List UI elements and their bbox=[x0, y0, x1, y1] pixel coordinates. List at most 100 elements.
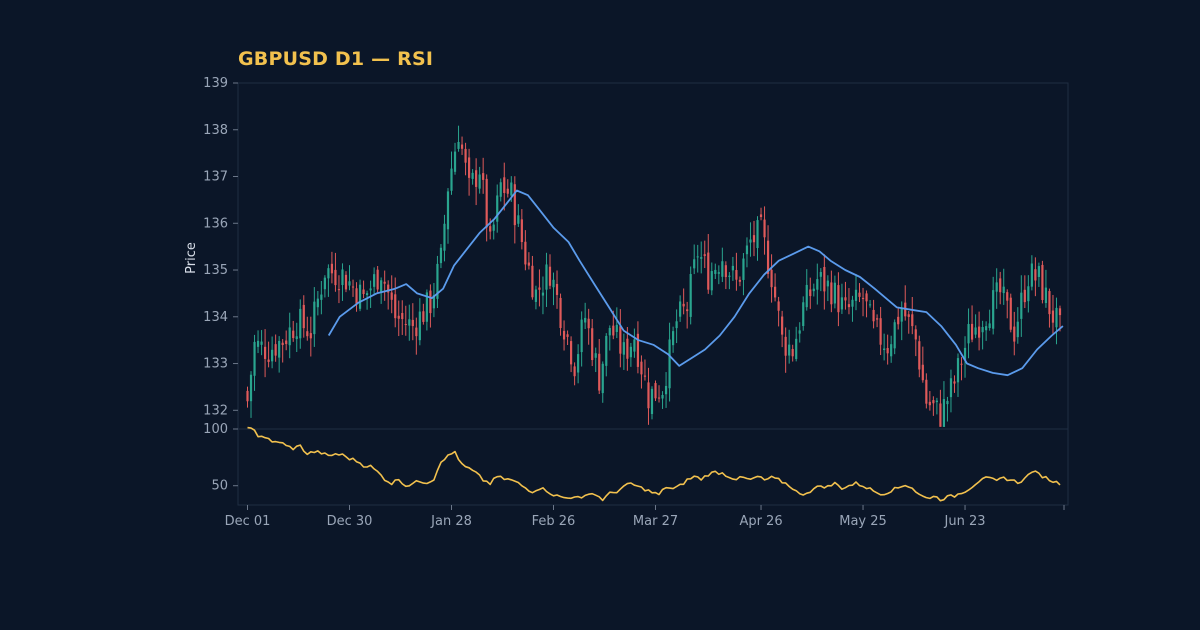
candle-down bbox=[281, 342, 284, 346]
candle-down bbox=[830, 282, 833, 305]
candle-up bbox=[812, 288, 815, 292]
candle-down bbox=[531, 265, 534, 298]
candle-up bbox=[249, 374, 253, 402]
candle-down bbox=[781, 316, 784, 335]
candle-up bbox=[675, 321, 678, 329]
candle-down bbox=[1041, 264, 1044, 301]
candle-down bbox=[914, 329, 917, 340]
candle-down bbox=[791, 349, 794, 357]
candle-down bbox=[562, 330, 566, 340]
candle-up bbox=[802, 302, 805, 327]
candle-down bbox=[879, 318, 882, 345]
candle-up bbox=[577, 354, 580, 373]
candle-up bbox=[545, 264, 548, 290]
candle-down bbox=[1013, 326, 1016, 342]
candle-up bbox=[1002, 286, 1005, 294]
candle-up bbox=[851, 299, 854, 307]
candle-up bbox=[689, 274, 692, 317]
candle-down bbox=[306, 331, 309, 337]
candle-up bbox=[320, 294, 323, 300]
candle-up bbox=[981, 326, 984, 333]
candle-down bbox=[587, 318, 590, 329]
candle-down bbox=[485, 178, 488, 228]
candle-up bbox=[380, 280, 383, 292]
candle-up bbox=[541, 292, 545, 296]
candle-down bbox=[387, 284, 390, 293]
candle-up bbox=[450, 168, 453, 191]
candle-down bbox=[506, 188, 509, 194]
price-y-tick-label: 136 bbox=[203, 216, 228, 231]
candle-up bbox=[299, 308, 302, 339]
rsi-panel: 50 100 bbox=[203, 422, 1069, 506]
candle-up bbox=[418, 311, 421, 341]
candle-down bbox=[686, 309, 689, 312]
candle-down bbox=[626, 338, 629, 359]
candle-up bbox=[629, 346, 632, 358]
candle-down bbox=[657, 397, 661, 399]
candle-up bbox=[661, 394, 664, 399]
candle-down bbox=[636, 333, 640, 367]
candle-down bbox=[643, 375, 647, 377]
candle-down bbox=[647, 382, 650, 409]
candle-down bbox=[921, 364, 924, 381]
candle-up bbox=[295, 336, 298, 340]
rsi-y-tick-label: 100 bbox=[203, 422, 228, 437]
candle-up bbox=[967, 324, 970, 344]
candle-down bbox=[918, 341, 921, 370]
candle-down bbox=[1023, 289, 1026, 303]
candle-up bbox=[453, 151, 457, 172]
candle-down bbox=[482, 173, 485, 180]
x-tick-label: Jun 23 bbox=[944, 514, 986, 529]
candle-up bbox=[1027, 286, 1030, 302]
candle-up bbox=[496, 195, 499, 222]
candle-up bbox=[1055, 307, 1058, 328]
price-y-tick-label: 138 bbox=[203, 123, 228, 138]
candle-up bbox=[696, 256, 699, 258]
candle-up bbox=[534, 289, 538, 302]
candle-up bbox=[471, 172, 474, 179]
candle-up bbox=[1020, 292, 1023, 319]
candle-up bbox=[650, 388, 654, 415]
candle-down bbox=[773, 286, 777, 298]
candle-up bbox=[935, 400, 938, 403]
price-y-tick-label: 133 bbox=[203, 357, 228, 372]
candle-down bbox=[1009, 297, 1012, 330]
candle-up bbox=[633, 339, 636, 352]
candle-up bbox=[608, 327, 611, 336]
x-tick-label: Jan 28 bbox=[430, 514, 472, 529]
sma-line bbox=[327, 189, 1064, 377]
candle-down bbox=[763, 219, 766, 238]
candle-up bbox=[446, 191, 450, 230]
candle-down bbox=[925, 379, 928, 404]
candle-up bbox=[499, 182, 502, 197]
candle-down bbox=[865, 293, 868, 302]
candle-up bbox=[893, 322, 896, 349]
candle-up bbox=[974, 327, 977, 335]
candle-down bbox=[569, 341, 573, 365]
candle-up bbox=[714, 269, 717, 274]
candle-down bbox=[390, 292, 393, 300]
candle-down bbox=[598, 353, 601, 391]
candle-up bbox=[313, 301, 316, 335]
rsi-y-tick-label: 50 bbox=[211, 479, 228, 494]
candle-down bbox=[707, 252, 710, 290]
candle-down bbox=[932, 400, 935, 404]
candle-down bbox=[383, 281, 386, 284]
candle-up bbox=[942, 399, 946, 427]
candle-up bbox=[580, 319, 583, 353]
candle-down bbox=[285, 340, 288, 345]
candle-up bbox=[700, 257, 703, 259]
candle-up bbox=[1037, 266, 1040, 277]
candle-up bbox=[316, 298, 319, 308]
candle-down bbox=[1006, 292, 1009, 301]
x-tick-label: Mar 27 bbox=[633, 514, 678, 529]
candle-down bbox=[953, 381, 956, 384]
candle-up bbox=[717, 272, 720, 274]
candle-up bbox=[693, 259, 696, 269]
candle-down bbox=[274, 344, 277, 356]
candle-down bbox=[844, 297, 847, 301]
candle-up bbox=[622, 342, 625, 355]
candle-down bbox=[344, 274, 348, 290]
